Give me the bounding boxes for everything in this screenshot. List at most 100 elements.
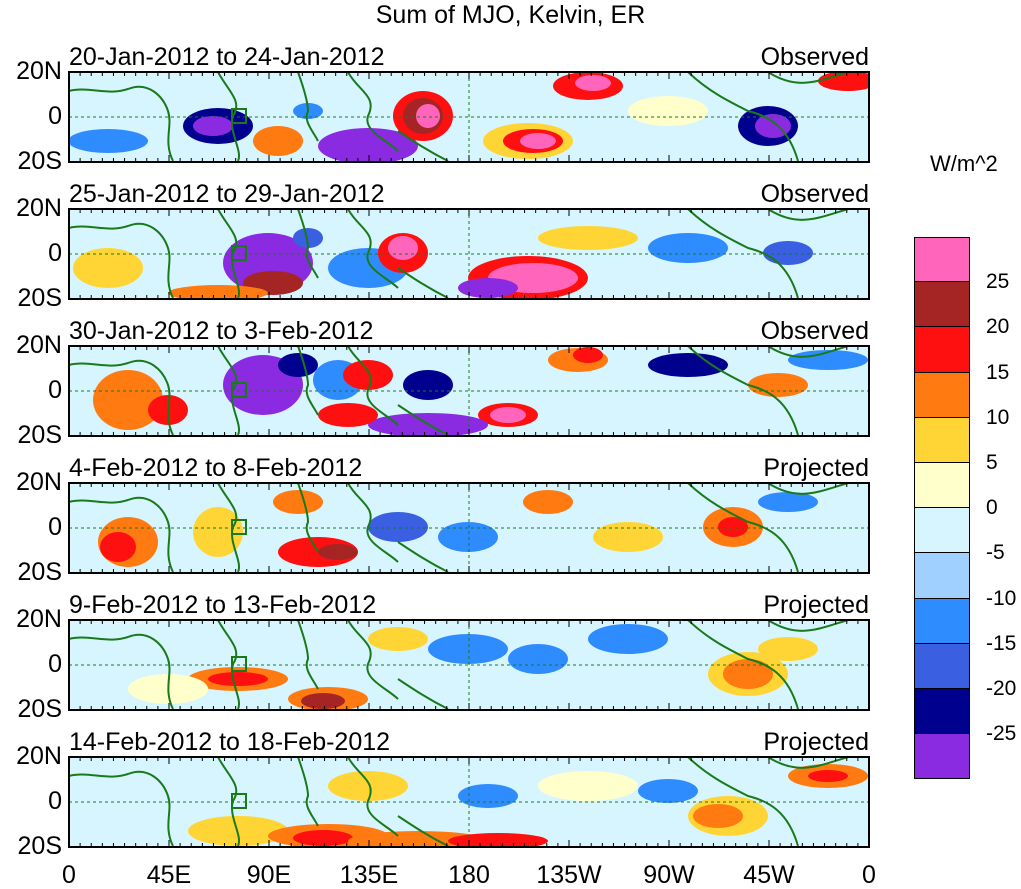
coastline xyxy=(687,483,799,573)
coastline xyxy=(397,404,449,436)
region-box xyxy=(231,245,247,261)
panel-status: Observed xyxy=(760,317,869,345)
coastline xyxy=(347,346,399,426)
colorbar-swatch xyxy=(914,282,970,328)
colorbar-label: -25 xyxy=(986,722,1017,746)
latitude-label: 20N xyxy=(16,57,62,85)
anomaly-contour xyxy=(520,133,556,149)
latitude-label: 0 xyxy=(48,787,62,815)
longitude-label: 180 xyxy=(448,861,490,889)
colorbar-swatch xyxy=(914,734,970,780)
latitude-label: 20S xyxy=(17,284,62,312)
coastline xyxy=(397,678,449,710)
map-panel: 20-Jan-2012 to 24-Jan-2012 Observed 20N 0 20… xyxy=(0,43,1021,174)
latitude-label: 20N xyxy=(16,331,62,359)
panel-date-range: 9-Feb-2012 to 13-Feb-2012 xyxy=(69,591,377,619)
coastline xyxy=(687,209,799,299)
anomaly-map xyxy=(68,482,870,574)
coastline xyxy=(297,72,319,142)
anomaly-contour xyxy=(628,96,708,126)
coastline xyxy=(297,620,319,690)
anomaly-contour xyxy=(438,522,498,552)
colorbar-label: 5 xyxy=(986,451,998,474)
colorbar-swatch xyxy=(914,237,970,283)
longitude-label: 45E xyxy=(146,861,192,889)
anomaly-contour xyxy=(648,233,728,263)
anomaly-contour xyxy=(723,659,773,689)
longitude-label: 90E xyxy=(246,861,292,889)
anomaly-contour xyxy=(755,114,791,138)
coastline xyxy=(767,346,849,358)
anomaly-contour xyxy=(100,532,136,562)
anomaly-contour xyxy=(328,771,408,801)
coastline xyxy=(687,72,799,162)
latitude-label: 0 xyxy=(48,239,62,267)
coastline xyxy=(687,346,799,436)
longitude-label: 90W xyxy=(643,861,695,889)
anomaly-contour xyxy=(638,779,698,803)
anomaly-contour xyxy=(490,407,526,423)
coastline xyxy=(687,757,799,847)
latitude-label: 20N xyxy=(16,605,62,633)
anomaly-contour xyxy=(718,517,748,537)
panel-status: Projected xyxy=(763,454,869,482)
colorbar-swatch xyxy=(914,327,970,373)
panel-date-range: 20-Jan-2012 to 24-Jan-2012 xyxy=(69,43,385,71)
anomaly-contour xyxy=(448,833,548,847)
anomaly-contour xyxy=(93,370,163,430)
anomaly-contour xyxy=(301,693,345,709)
latitude-label: 20N xyxy=(16,468,62,496)
longitude-label: 0 xyxy=(62,861,76,889)
panel-status: Projected xyxy=(763,728,869,756)
anomaly-contour xyxy=(573,347,603,363)
anomaly-contour xyxy=(648,353,728,377)
region-box xyxy=(231,793,247,809)
coastline xyxy=(297,483,319,553)
colorbar xyxy=(914,237,970,780)
coastline xyxy=(297,346,319,416)
longitude-label: 135W xyxy=(536,861,602,889)
map-panel: 4-Feb-2012 to 8-Feb-2012 Projected 20N 0 20S xyxy=(0,454,1021,585)
anomaly-contour xyxy=(368,627,428,651)
latitude-label: 20N xyxy=(16,194,62,222)
anomaly-contour xyxy=(523,490,573,514)
anomaly-contour xyxy=(748,373,808,397)
coastline xyxy=(69,359,174,436)
coastline xyxy=(767,209,849,221)
colorbar-swatch xyxy=(914,598,970,644)
longitude-label: 45W xyxy=(743,861,795,889)
latitude-label: 20N xyxy=(16,742,62,770)
coastline xyxy=(69,633,174,710)
colorbar-label: 0 xyxy=(986,496,998,520)
latitude-label: 0 xyxy=(48,650,62,678)
panel-date-range: 25-Jan-2012 to 29-Jan-2012 xyxy=(69,180,385,208)
anomaly-contour xyxy=(293,830,353,846)
panel-date-range: 30-Jan-2012 to 3-Feb-2012 xyxy=(69,317,374,345)
latitude-label: 20S xyxy=(17,695,62,723)
coastline xyxy=(397,267,449,299)
panel-status: Observed xyxy=(760,43,869,71)
colorbar-swatch xyxy=(914,372,970,418)
region-box xyxy=(231,656,247,672)
anomaly-map xyxy=(68,345,870,437)
colorbar-swatch xyxy=(914,462,970,509)
latitude-label: 0 xyxy=(48,376,62,404)
figure-title: Sum of MJO, Kelvin, ER xyxy=(375,1,646,29)
anomaly-contour xyxy=(508,644,568,674)
anomaly-contour xyxy=(538,226,638,250)
anomaly-contour xyxy=(278,353,318,377)
coastline xyxy=(297,757,319,827)
coastline xyxy=(347,209,399,289)
anomaly-map xyxy=(68,619,870,711)
colorbar-swatch xyxy=(914,553,970,599)
colorbar-label: 10 xyxy=(986,405,1010,429)
colorbar-swatch xyxy=(914,508,970,554)
coastline xyxy=(397,130,449,162)
panel-status: Projected xyxy=(763,591,869,619)
region-box xyxy=(231,382,247,398)
colorbar-swatch xyxy=(914,688,970,735)
map-panel: 14-Feb-2012 to 18-Feb-2012 Projected 20N 0 2… xyxy=(0,728,1021,859)
anomaly-contour xyxy=(458,278,518,298)
colorbar-label: -10 xyxy=(986,586,1017,610)
map-panel: 25-Jan-2012 to 29-Jan-2012 Observed 20N 0 20… xyxy=(0,180,1021,311)
